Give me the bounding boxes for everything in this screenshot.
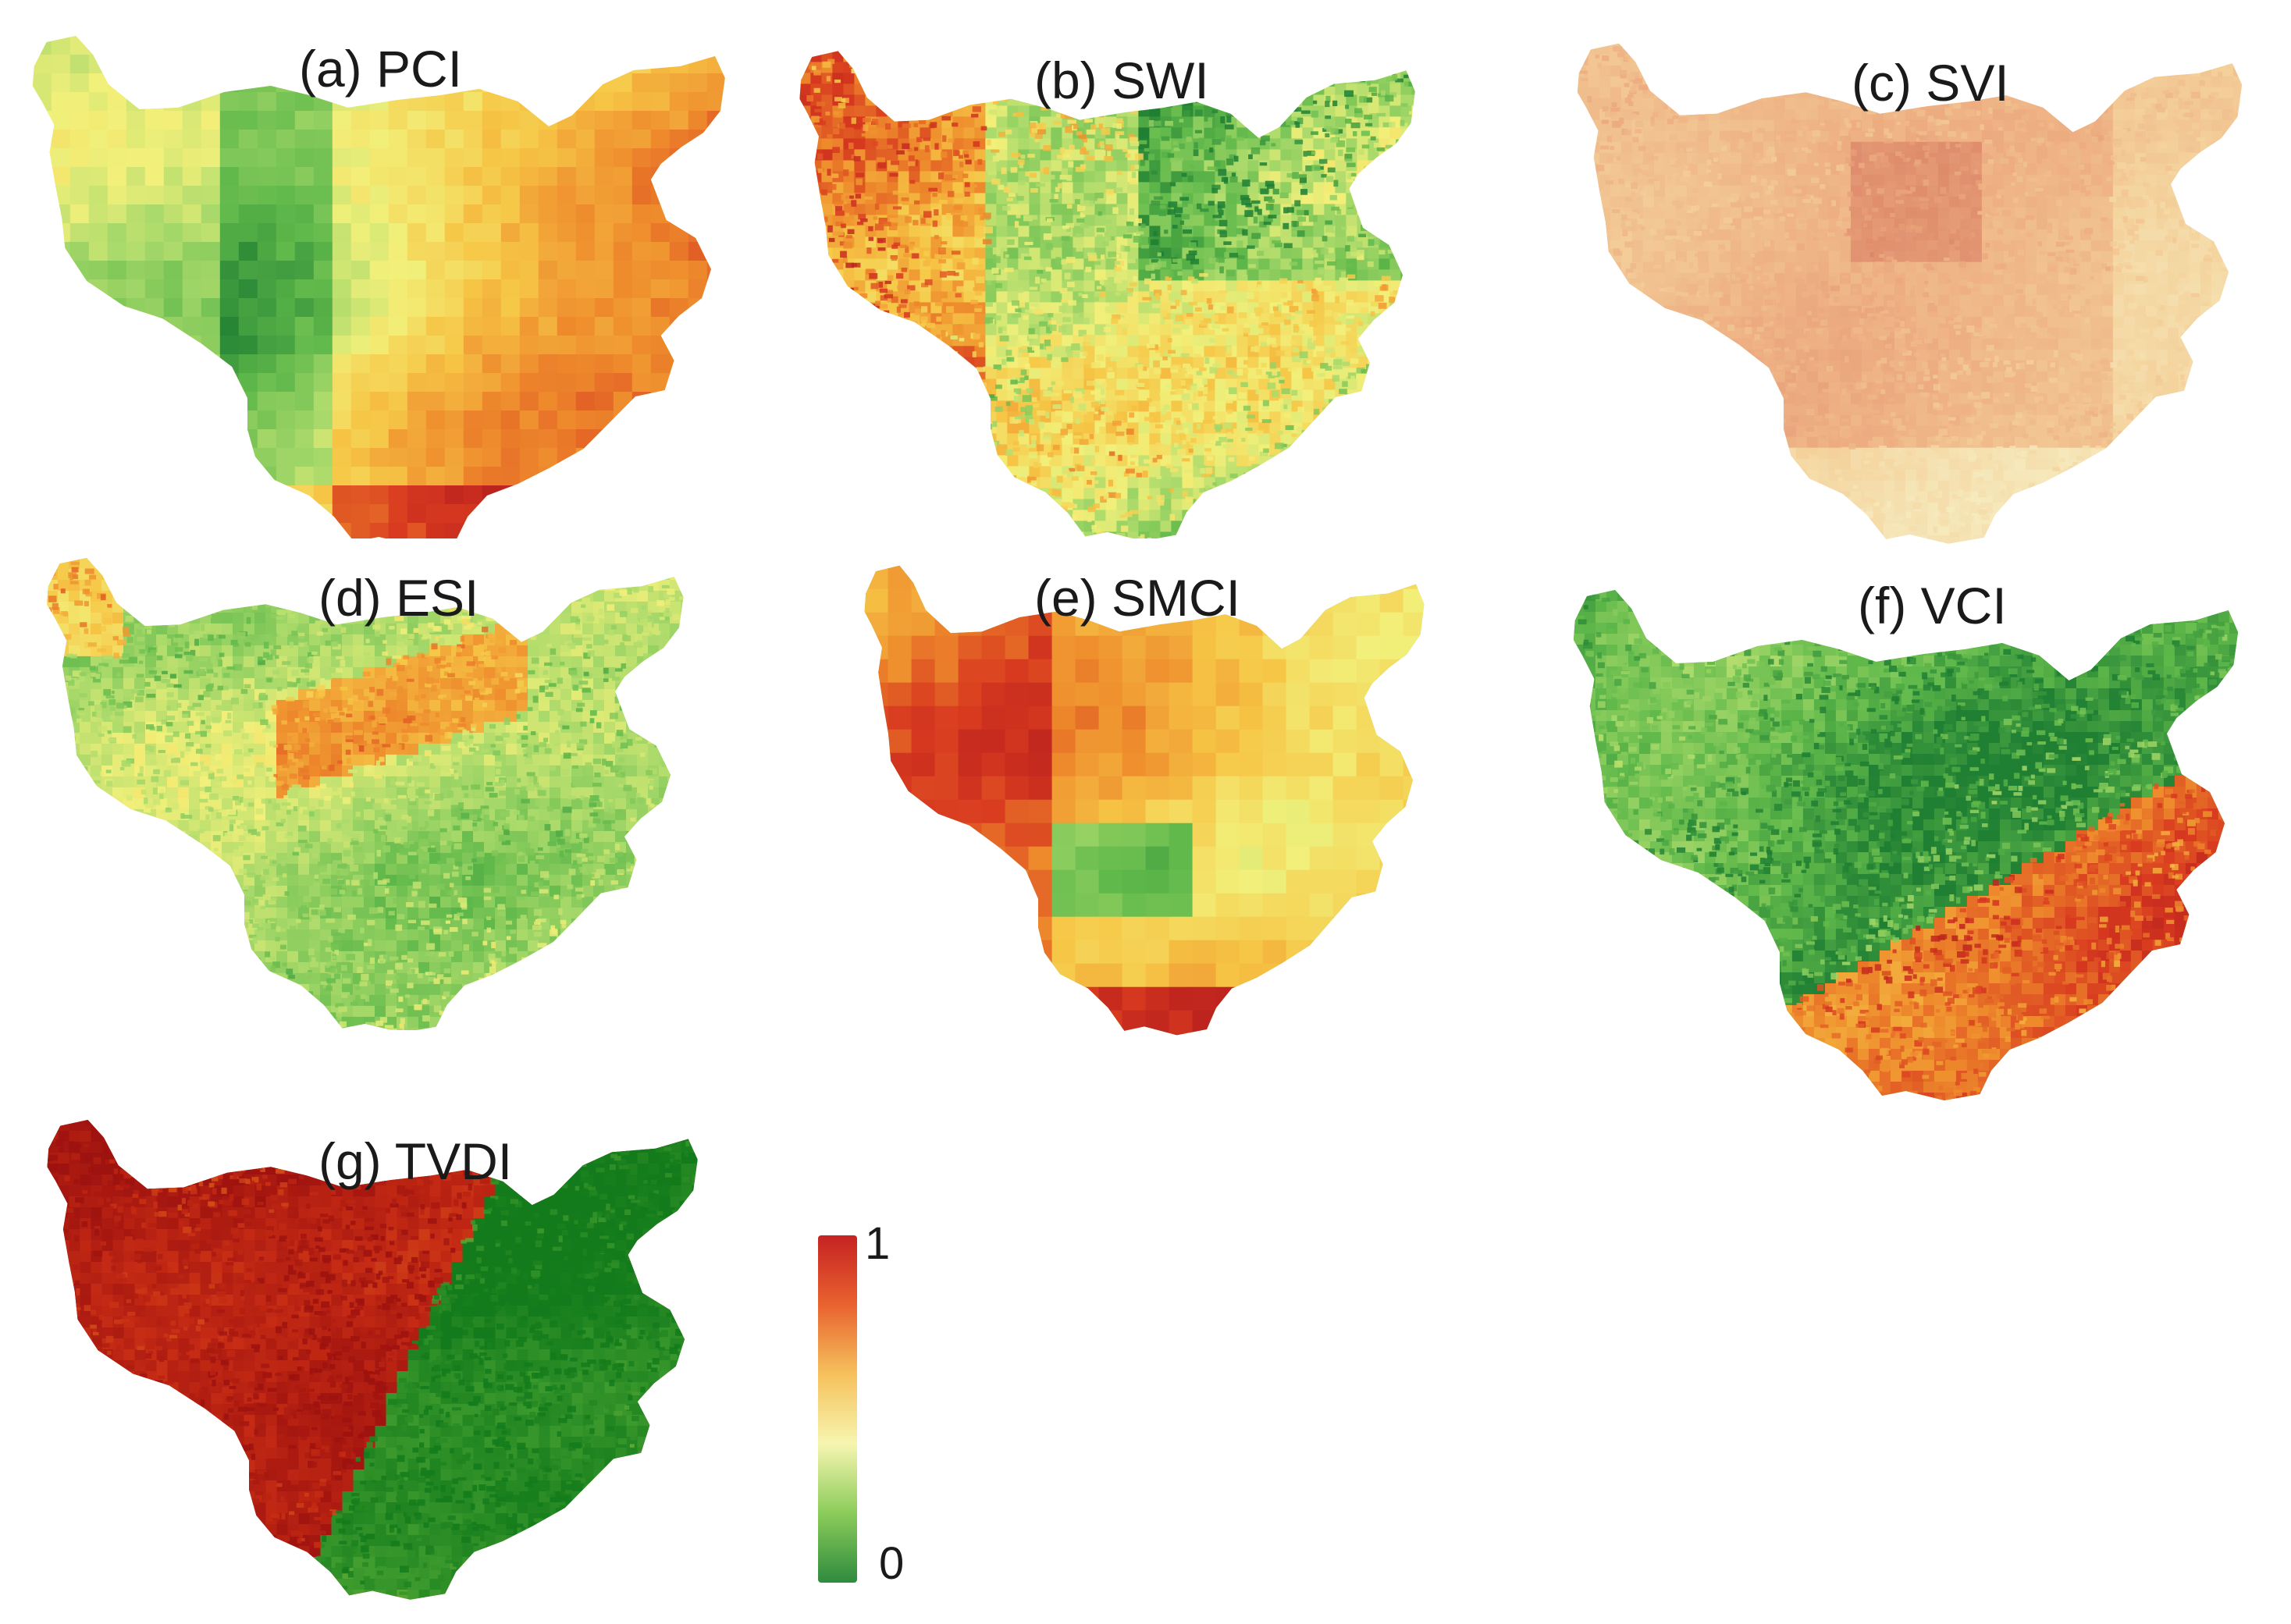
map-tvdi xyxy=(47,1120,698,1600)
panel-title-vci: (f) VCI xyxy=(1858,576,2007,635)
colorbar xyxy=(818,1235,857,1583)
panel-title-pci: (a) PCI xyxy=(299,39,462,98)
colorbar-max-label: 1 xyxy=(865,1217,890,1270)
map-svi xyxy=(1577,43,2243,544)
panel-title-swi: (b) SWI xyxy=(1034,51,1209,110)
map-panel-esi: (d) ESI xyxy=(0,531,749,1030)
panel-title-svi: (c) SVI xyxy=(1852,53,2009,112)
colorbar-min-label: 0 xyxy=(879,1537,904,1590)
map-smci xyxy=(864,565,1425,1036)
map-panel-smci: (e) SMCI xyxy=(843,538,1507,1046)
map-pci xyxy=(32,36,725,538)
map-esi xyxy=(47,557,684,1030)
panel-title-tvdi: (g) TVDI xyxy=(318,1132,512,1191)
panel-title-smci: (e) SMCI xyxy=(1034,568,1240,627)
map-panel-tvdi: (g) TVDI xyxy=(0,1093,765,1624)
map-panel-pci: (a) PCI xyxy=(0,0,749,538)
map-swi xyxy=(799,51,1415,538)
map-panel-swi: (b) SWI xyxy=(781,0,1483,538)
map-panel-vci: (f) VCI xyxy=(1546,546,2291,1108)
map-vci xyxy=(1573,590,2239,1100)
panel-title-esi: (d) ESI xyxy=(318,568,478,627)
map-panel-svi: (c) SVI xyxy=(1546,0,2291,546)
